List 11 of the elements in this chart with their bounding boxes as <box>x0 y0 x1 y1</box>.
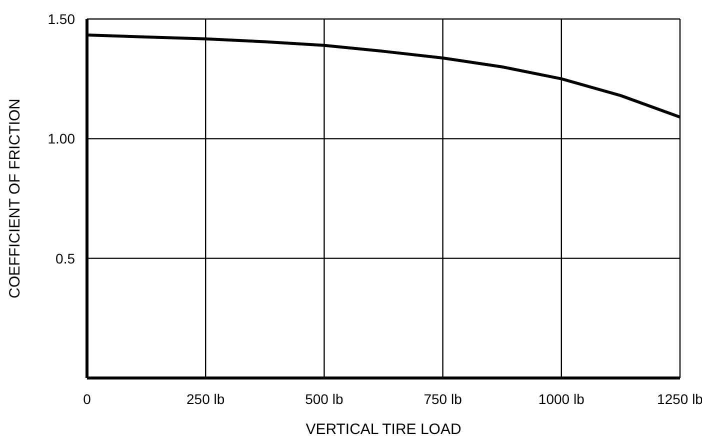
y-axis-title: COEFFICIENT OF FRICTION <box>6 98 24 298</box>
x-tick-label: 0 <box>83 390 92 407</box>
x-axis-title: VERTICAL TIRE LOAD <box>306 421 462 436</box>
y-tick-label: 1.00 <box>48 130 76 147</box>
x-tick-label: 1250 lb <box>657 390 702 407</box>
x-tick-label: 1000 lb <box>538 390 585 407</box>
x-tick-label: 250 lb <box>186 390 225 407</box>
x-tick-label: 750 lb <box>424 390 462 407</box>
y-tick-label: 1.50 <box>48 10 76 27</box>
y-tick-label: 0.5 <box>56 250 76 266</box>
x-tick-label: 500 lb <box>305 390 344 407</box>
